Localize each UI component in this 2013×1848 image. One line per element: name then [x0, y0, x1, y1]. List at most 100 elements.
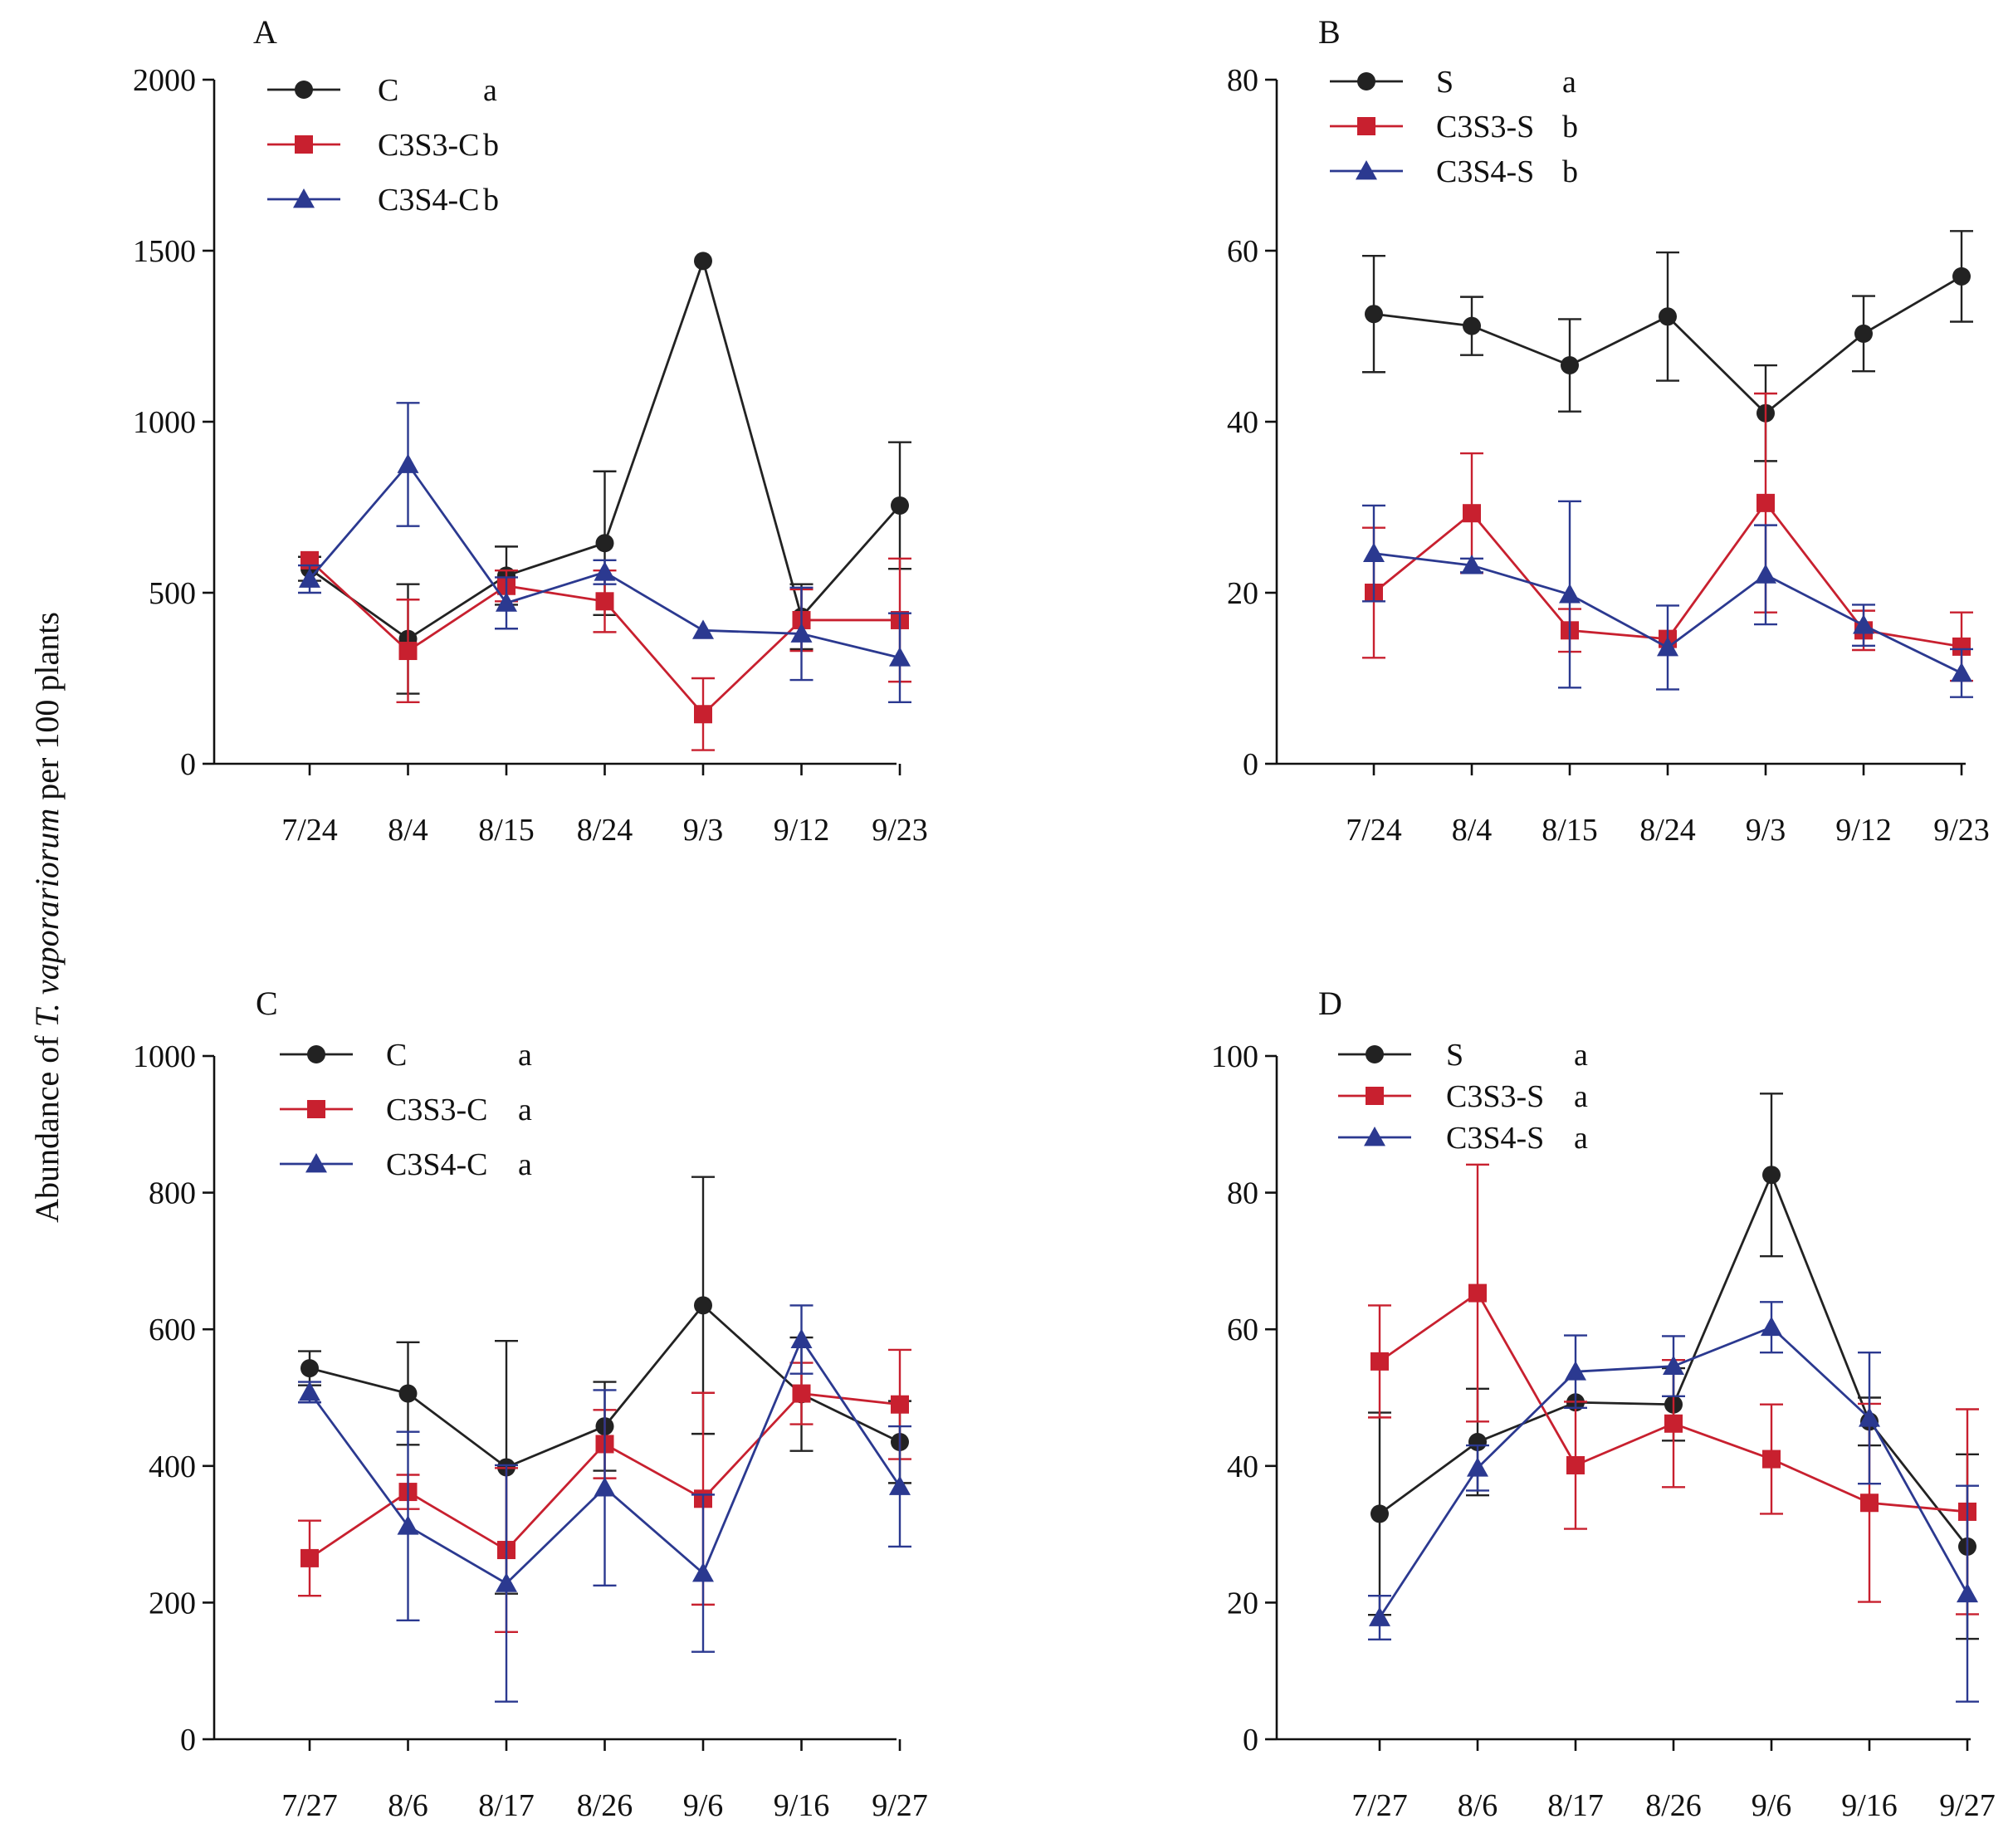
data-point [1859, 1407, 1880, 1427]
panel-a-legend-entry: C3S4-C b [267, 183, 499, 218]
panel-b-x-tick-label: 9/3 [1746, 813, 1786, 848]
data-point [889, 1475, 911, 1495]
data-point [1363, 542, 1385, 563]
panel-b-x-tick-label: 9/23 [1933, 813, 1990, 848]
legend-significance-letter: b [1562, 154, 1578, 189]
data-point [1565, 1361, 1586, 1381]
panel-b-y-tick-label: 0 [1243, 747, 1258, 782]
data-point [692, 1562, 714, 1582]
legend-significance-letter: a [1574, 1079, 1588, 1114]
legend-significance-letter: b [483, 128, 499, 163]
panel-c-letter: C [256, 985, 278, 1022]
panel-a-legend-entry: C3S3-C b [267, 128, 499, 163]
panel-c-y-tick-label: 400 [149, 1450, 196, 1484]
panel-a-x-tick-label: 8/15 [478, 813, 535, 848]
data-point [891, 1395, 909, 1414]
panel-b-y-tick-label: 20 [1227, 576, 1258, 611]
legend-marker [293, 188, 315, 208]
panel-c-x-tick-label: 8/6 [388, 1788, 428, 1823]
legend-significance-letter: b [1562, 110, 1578, 144]
panel-d: D 0 20 40 60 80 100 7/27 8/6 8/17 8/26 9/6 9/16 9/27 S… [1211, 985, 1996, 1823]
y-axis-title-prefix: Abundance of [28, 1027, 66, 1222]
data-point [1952, 637, 1971, 656]
data-point [1566, 1455, 1585, 1474]
legend-label: C3S3-C [386, 1093, 487, 1127]
legend-marker [1366, 1045, 1384, 1063]
data-point [1559, 584, 1581, 604]
panel-b-y-tick-label: 80 [1227, 63, 1258, 98]
panel-c-y-tick-label: 800 [149, 1176, 196, 1211]
legend-marker [305, 1153, 327, 1173]
data-point [1762, 1450, 1781, 1469]
panel-d-x-tick-label: 9/6 [1752, 1788, 1792, 1823]
legend-marker [307, 1100, 325, 1118]
data-point [299, 568, 320, 588]
data-point [1365, 305, 1383, 324]
panel-b-letter: B [1318, 13, 1341, 51]
data-point [1854, 324, 1873, 343]
y-axis-title-suffix: per 100 plants [28, 612, 66, 809]
legend-marker [295, 135, 313, 154]
panel-a-x-tick-label: 9/3 [683, 813, 724, 848]
panel-a-y-tick-label: 1500 [133, 234, 196, 269]
data-point [1664, 1414, 1683, 1433]
panel-b-y-tick-label: 60 [1227, 234, 1258, 269]
data-point [1657, 636, 1678, 657]
data-point [1659, 307, 1677, 326]
panel-c-legend-entry: C3S4-C a [280, 1147, 532, 1182]
data-point [792, 1384, 811, 1403]
panel-d-x-tick-label: 8/6 [1458, 1788, 1498, 1823]
data-point [694, 1296, 712, 1315]
panel-d-letter: D [1318, 985, 1342, 1022]
data-point [1952, 266, 1971, 286]
panel-c-x-tick-label: 9/27 [872, 1788, 928, 1823]
panel-a-y-tick-label: 2000 [133, 63, 196, 98]
panel-c-x-tick-label: 8/26 [577, 1788, 633, 1823]
panel-a-y-tick-label: 0 [180, 747, 196, 782]
panel-d-x-tick-label: 9/16 [1841, 1788, 1898, 1823]
panel-d-x-tick-label: 8/26 [1645, 1788, 1702, 1823]
data-point [1371, 1352, 1389, 1371]
panel-a-series-c3s4-c [298, 402, 911, 704]
legend-significance-letter: a [518, 1147, 532, 1182]
panel-d-x-tick-label: 8/17 [1547, 1788, 1604, 1823]
data-point [1371, 1504, 1389, 1523]
data-point [1467, 1457, 1488, 1477]
legend-significance-letter: a [1574, 1121, 1588, 1156]
data-point [1468, 1432, 1487, 1451]
data-point [398, 1384, 418, 1403]
panel-a: A 0 500 1000 1500 2000 7/24 8/4 8/15 8/24 9/3 9/12 9… [133, 13, 928, 848]
panel-a-x-tick-label: 9/12 [774, 813, 830, 848]
panel-a-x-tick-label: 7/24 [281, 813, 338, 848]
panel-c-y-tick-label: 0 [180, 1723, 196, 1758]
data-point [694, 252, 712, 271]
panel-c-x-tick-label: 9/16 [774, 1788, 830, 1823]
data-point [790, 1328, 813, 1348]
panel-b-legend-entry: C3S4-S b [1330, 154, 1578, 189]
panel-b-series-c3s4-s [1362, 500, 1973, 698]
data-point [1561, 356, 1579, 375]
data-point [1463, 316, 1481, 335]
data-point [397, 1515, 419, 1535]
panel-d-y-tick-label: 40 [1227, 1450, 1258, 1484]
data-point [790, 623, 813, 643]
data-point [1761, 1316, 1782, 1337]
data-point [496, 1572, 517, 1592]
panel-d-y-tick-label: 0 [1243, 1723, 1258, 1758]
panel-b-x-tick-label: 8/24 [1639, 813, 1696, 848]
legend-marker [1366, 1087, 1384, 1105]
data-point [300, 1548, 319, 1567]
panel-c-legend-entry: C3S3-C a [280, 1093, 532, 1127]
data-point [1860, 1494, 1879, 1513]
panel-d-legend-entry: C3S3-S a [1338, 1079, 1588, 1114]
legend-label: C [386, 1038, 407, 1073]
data-point [1369, 1606, 1390, 1626]
data-point [1468, 1283, 1487, 1303]
data-point [1663, 1355, 1684, 1376]
panel-b-legend-entry: C3S3-S b [1330, 110, 1578, 144]
panel-a-x-tick-label: 8/24 [577, 813, 633, 848]
